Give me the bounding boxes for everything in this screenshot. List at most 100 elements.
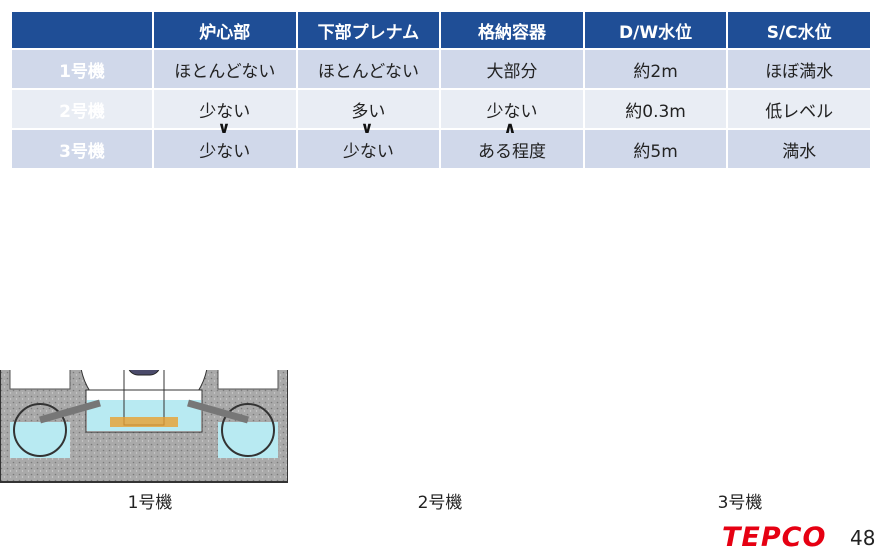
table-cell: 低レベル xyxy=(726,88,872,130)
column-header: S/C水位 xyxy=(726,10,872,50)
water xyxy=(684,375,798,431)
room xyxy=(208,255,278,285)
room xyxy=(307,195,377,250)
pedestal xyxy=(421,365,461,425)
logo: TEPCO xyxy=(722,522,827,553)
water xyxy=(384,411,498,431)
table-cell: 満水 xyxy=(726,128,872,170)
core xyxy=(730,295,752,325)
torus xyxy=(13,403,67,457)
drywell-neck xyxy=(413,215,469,345)
torus-water xyxy=(307,422,367,458)
torus xyxy=(311,404,363,456)
shield-plug xyxy=(104,195,184,209)
table-cell: 大部分 xyxy=(439,48,585,90)
vessel xyxy=(425,240,457,375)
table-row: 2号機 少ない 多い 少ない 約0.3m 低レベル xyxy=(10,88,872,130)
room xyxy=(10,293,80,341)
room xyxy=(217,370,279,390)
vent-pipe xyxy=(187,399,249,424)
reactor-diagram xyxy=(297,185,585,482)
room xyxy=(10,195,80,250)
torus-water xyxy=(10,422,70,458)
vent-pipe xyxy=(785,403,845,420)
room xyxy=(505,293,575,341)
table-cell: 少ない xyxy=(152,88,298,130)
table-cell: ほとんどない xyxy=(152,48,298,90)
unit-cell: 3号機 xyxy=(10,128,154,170)
vent-pipe xyxy=(637,403,697,420)
room xyxy=(607,195,677,250)
vent-pipe xyxy=(485,403,545,420)
header-row: 炉心部 下部プレナム 格納容器 D/W水位 S/C水位 xyxy=(10,10,872,50)
diagram-caption: 1号機 xyxy=(127,493,173,513)
table-cell: 約5m xyxy=(582,128,729,170)
torus-water xyxy=(815,422,875,458)
room xyxy=(815,347,875,389)
drywell-neck xyxy=(116,215,172,345)
room xyxy=(515,347,575,389)
table-row: 3号機 少ない 少ない ある程度 約5m 満水 xyxy=(10,128,872,170)
reactor-diagram xyxy=(597,185,877,482)
debris xyxy=(110,417,178,427)
torus-water xyxy=(607,422,667,458)
room xyxy=(9,370,71,390)
column-header: 格納容器 xyxy=(439,10,585,50)
torus xyxy=(221,403,275,457)
reactor-diagram xyxy=(0,195,288,483)
diagram-caption: 2号機 xyxy=(417,493,463,513)
table-cell: 少ない xyxy=(152,128,298,170)
comparison-symbol: ∧ xyxy=(503,118,517,137)
building xyxy=(597,185,877,482)
table-cell: ほぼ満水 xyxy=(726,48,872,90)
room xyxy=(805,293,875,341)
room xyxy=(208,293,278,341)
core xyxy=(430,295,452,325)
table-cell: 多い xyxy=(295,88,442,130)
shield-plug xyxy=(701,195,781,209)
shield-plug xyxy=(401,195,481,209)
torus-water xyxy=(515,422,575,458)
vessel xyxy=(725,240,757,375)
room xyxy=(607,347,667,389)
room xyxy=(10,255,80,285)
core xyxy=(133,295,155,325)
room xyxy=(307,293,377,341)
column-header: D/W水位 xyxy=(582,10,729,50)
table-cell: ほとんどない xyxy=(295,48,442,90)
diagram-caption: 3号機 xyxy=(717,493,763,513)
room xyxy=(607,293,677,341)
building xyxy=(297,185,585,482)
drywell-neck xyxy=(713,215,769,345)
drywell-bulb xyxy=(377,293,505,421)
torus xyxy=(611,404,663,456)
pedestal xyxy=(721,365,761,425)
drywell-bottom xyxy=(383,390,499,432)
table-cell: 少ない xyxy=(439,88,585,130)
room xyxy=(208,195,278,250)
drywell-bottom xyxy=(683,390,799,432)
room xyxy=(607,255,677,285)
room xyxy=(805,255,875,285)
column-header: 炉心部 xyxy=(152,10,298,50)
torus xyxy=(519,404,571,456)
vent-pipe xyxy=(337,403,397,420)
comparison-symbol: ∨ xyxy=(217,118,231,137)
table-cell: 約0.3m xyxy=(582,88,729,130)
room xyxy=(307,255,377,285)
vent-pipe xyxy=(39,399,101,424)
debris xyxy=(407,417,475,427)
column-header: 下部プレナム xyxy=(295,10,442,50)
vessel xyxy=(128,370,160,376)
status-table: 炉心部 下部プレナム 格納容器 D/W水位 S/C水位 1号機 ほとんどない ほとんどない大… xyxy=(10,10,872,170)
table-cell: 約2m xyxy=(582,48,729,90)
table-row: 1号機 ほとんどない ほとんどない 大部分 約2m ほぼ満水 xyxy=(10,48,872,90)
page-number: 48 xyxy=(850,526,876,550)
torus xyxy=(819,404,871,456)
room xyxy=(505,195,575,250)
corner-cell xyxy=(10,10,154,50)
unit-cell: 2号機 xyxy=(10,88,154,130)
unit-cell: 1号機 xyxy=(10,48,154,90)
